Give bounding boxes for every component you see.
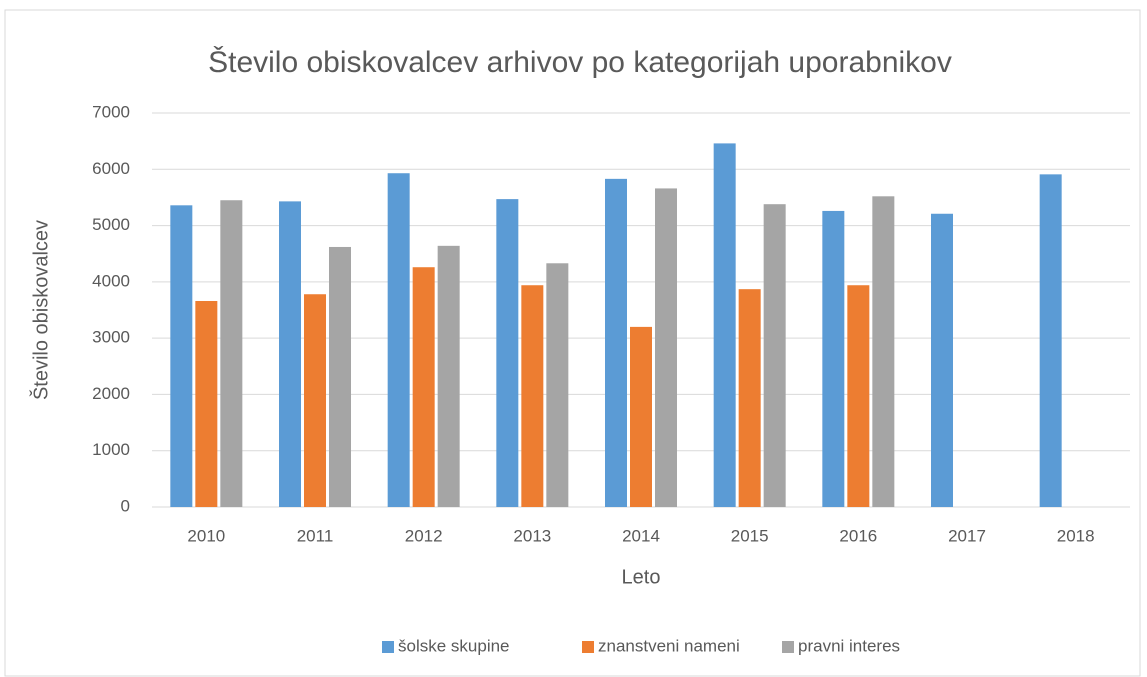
x-tick-label: 2016 xyxy=(839,526,877,545)
chart-title: Število obiskovalcev arhivov po kategori… xyxy=(208,45,952,79)
bar xyxy=(412,267,435,507)
y-tick-label: 3000 xyxy=(92,328,130,347)
bar xyxy=(546,263,569,507)
bar xyxy=(304,294,326,507)
legend-swatch xyxy=(782,641,794,653)
y-tick-label: 6000 xyxy=(92,159,130,178)
x-tick-label: 2017 xyxy=(948,526,986,545)
y-tick-label: 7000 xyxy=(92,102,130,121)
legend-label: pravni interes xyxy=(798,636,900,655)
x-tick-label: 2011 xyxy=(297,526,334,545)
x-tick-label: 2012 xyxy=(405,526,443,545)
bar xyxy=(220,200,243,507)
legend-swatch xyxy=(582,641,594,653)
bar xyxy=(279,201,301,507)
bar xyxy=(822,210,845,508)
y-tick-label: 2000 xyxy=(92,384,130,403)
x-tick-label: 2015 xyxy=(731,526,769,545)
bar xyxy=(931,213,953,507)
legend-swatch xyxy=(382,641,394,653)
y-tick-label: 4000 xyxy=(92,271,130,290)
bar xyxy=(763,204,786,507)
y-axis-label: Število obiskovalcev xyxy=(29,220,52,400)
bar xyxy=(605,178,627,507)
bar xyxy=(713,143,736,507)
x-tick-label: 2010 xyxy=(187,526,225,545)
bar xyxy=(521,285,544,507)
bar xyxy=(437,245,460,507)
y-tick-label: 1000 xyxy=(92,440,130,459)
bar xyxy=(1039,174,1062,507)
bar xyxy=(170,205,193,507)
y-tick-label: 5000 xyxy=(92,215,130,234)
bar xyxy=(847,285,870,507)
x-tick-label: 2018 xyxy=(1057,526,1095,545)
bar xyxy=(738,289,761,507)
legend-label: znanstveni nameni xyxy=(598,636,740,655)
y-tick-label: 0 xyxy=(121,496,130,515)
x-tick-label: 2014 xyxy=(622,526,660,545)
x-axis-label: Leto xyxy=(622,566,661,588)
bar xyxy=(655,188,677,507)
x-tick-label: 2013 xyxy=(513,526,551,545)
legend-label: šolske skupine xyxy=(398,636,510,655)
bar xyxy=(329,246,351,507)
bar xyxy=(195,300,218,507)
bar xyxy=(630,326,652,507)
bar xyxy=(872,196,895,507)
bar xyxy=(387,173,410,507)
bar xyxy=(496,199,519,508)
